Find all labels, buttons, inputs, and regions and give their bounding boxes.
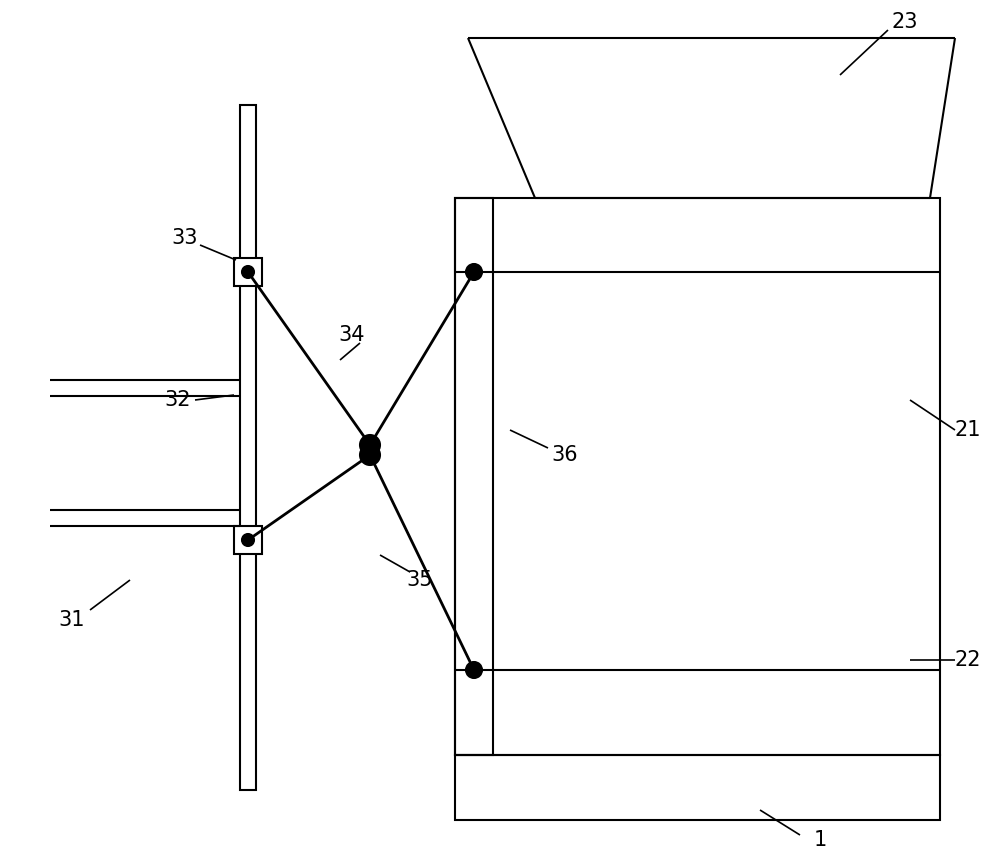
Bar: [455, 755, 940, 820]
Bar: [240, 105, 256, 790]
Circle shape: [242, 266, 254, 278]
Text: 32: 32: [165, 390, 191, 410]
Circle shape: [466, 662, 482, 678]
Circle shape: [466, 264, 482, 280]
Bar: [234, 258, 262, 286]
Bar: [455, 198, 940, 755]
Text: 34: 34: [339, 325, 365, 345]
Circle shape: [360, 445, 380, 465]
Text: 23: 23: [892, 12, 918, 32]
Text: 22: 22: [955, 650, 981, 670]
Text: 31: 31: [59, 610, 85, 630]
Text: 21: 21: [955, 420, 981, 440]
Circle shape: [242, 534, 254, 546]
Text: 1: 1: [813, 830, 827, 850]
Circle shape: [360, 435, 380, 455]
Text: 36: 36: [552, 445, 578, 465]
Text: 35: 35: [407, 570, 433, 590]
Bar: [455, 198, 493, 755]
Bar: [234, 526, 262, 554]
Text: 33: 33: [172, 228, 198, 248]
